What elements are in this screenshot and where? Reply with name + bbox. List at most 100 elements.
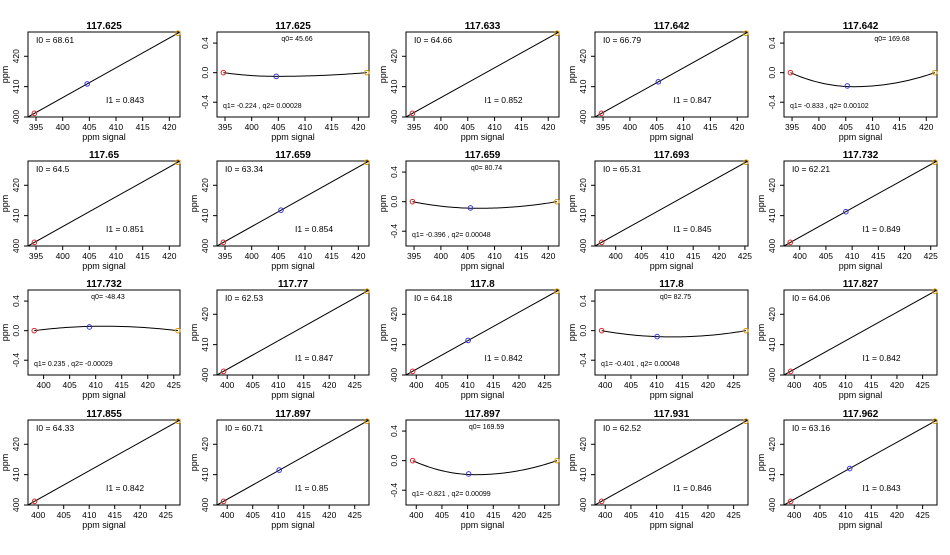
y-tick-label: -0.4 (389, 224, 399, 239)
fit-line (28, 161, 180, 246)
x-tick-label: 410 (660, 251, 674, 261)
y-tick-label: 0.0 (200, 66, 210, 78)
x-tick-label: 400 (787, 380, 801, 390)
x-tick-label: 395 (29, 122, 43, 132)
plot-frame (216, 289, 370, 376)
x-tick-label: 420 (730, 122, 744, 132)
y-tick-label: 400 (578, 498, 588, 512)
x-axis-label: ppm signal (82, 261, 126, 271)
panel-title: 117.693 (654, 150, 690, 161)
data-point-red (220, 239, 227, 246)
annotation-label: I0 = 64.33 (36, 423, 74, 433)
annotation-label: I0 = 64.66 (414, 35, 452, 45)
annotation-label: q1= -0.821 , q2= 0.00099 (412, 491, 491, 498)
plot-frame (783, 31, 938, 118)
x-tick-label: 405 (82, 251, 96, 261)
fit-curve (34, 325, 178, 332)
annotation-label: I1 = 0.842 (485, 353, 523, 363)
data-point-red (409, 457, 416, 464)
x-axis-label: ppm signal (461, 390, 505, 400)
data-point-blue (84, 81, 90, 87)
y-axis-label: ppm (378, 324, 388, 342)
x-tick-label: 410 (298, 251, 312, 261)
y-axis-label: ppm (189, 195, 199, 213)
x-tick-label: 415 (675, 510, 689, 520)
x-tick-label: 420 (322, 380, 336, 390)
annotation-label: I0 = 62.21 (792, 164, 830, 174)
x-tick-label: 415 (675, 380, 689, 390)
fit-line (217, 161, 369, 246)
data-point-red (598, 110, 605, 117)
x-axis-label: ppm signal (650, 132, 694, 142)
x-tick-label: 405 (461, 122, 475, 132)
annotation-label: I1 = 0.843 (106, 95, 144, 105)
y-tick-label: 410 (200, 337, 210, 351)
data-point-blue (465, 337, 471, 344)
data-point-blue (655, 78, 662, 85)
data-point-blue (467, 205, 474, 211)
y-tick-label: 410 (767, 467, 777, 481)
x-tick-label: 415 (864, 380, 878, 390)
y-tick-label: 400 (11, 239, 21, 253)
x-axis-label: ppm signal (82, 132, 126, 142)
x-tick-label: 415 (115, 380, 129, 390)
x-tick-label: 425 (924, 251, 938, 261)
y-tick-label: 410 (11, 208, 21, 222)
x-tick-label: 405 (813, 510, 827, 520)
panel-19: 117.931 400 405 410 415 420 425 ppm signal 400 41… (567, 409, 749, 530)
annotation-label: q1= -0.224 , q2= 0.00028 (223, 103, 302, 110)
x-tick-label: 425 (348, 510, 362, 520)
x-tick-label: 395 (218, 122, 232, 132)
annotation-label: I0 = 65.31 (603, 164, 641, 174)
y-tick-label: 400 (11, 110, 21, 124)
x-tick-label: 400 (812, 122, 826, 132)
x-tick-label: 400 (598, 380, 612, 390)
y-tick-label: 400 (11, 498, 21, 512)
y-tick-label: -0.4 (11, 353, 21, 368)
x-tick-label: 425 (727, 510, 741, 520)
x-axis-label: ppm signal (839, 261, 883, 271)
x-tick-label: 415 (703, 122, 717, 132)
x-tick-label: 400 (56, 122, 70, 132)
annotation-label: I0 = 60.71 (225, 423, 263, 433)
x-tick-label: 410 (461, 510, 475, 520)
y-tick-label: 420 (389, 49, 399, 63)
annotation-label: I1 = 0.842 (863, 353, 901, 363)
y-tick-label: -0.4 (389, 483, 399, 498)
data-point-blue (86, 324, 93, 330)
x-tick-label: 420 (322, 510, 336, 520)
plot-frame (27, 160, 181, 247)
x-tick-label: 420 (541, 122, 555, 132)
y-tick-label: 400 (200, 498, 210, 512)
annotation-label: I1 = 0.847 (674, 95, 712, 105)
annotation-label: I1 = 0.849 (863, 224, 901, 234)
x-tick-label: 420 (712, 251, 726, 261)
x-tick-label: 405 (650, 122, 664, 132)
x-tick-label: 415 (514, 251, 528, 261)
annotation-label: I1 = 0.845 (674, 224, 712, 234)
x-tick-label: 405 (839, 122, 853, 132)
data-point-red (787, 368, 794, 375)
panel-14: 117.8 400 405 410 415 420 425 ppm signal -0.4 0.0… (567, 279, 749, 400)
data-point-red (31, 498, 38, 505)
panel-6: 117.65 395 400 405 410 415 420 ppm signal 400 410… (0, 150, 181, 271)
x-tick-label: 400 (245, 122, 259, 132)
x-tick-label: 400 (56, 251, 70, 261)
annotation-label: I1 = 0.852 (485, 95, 523, 105)
data-point-orange (932, 418, 938, 425)
panel-7: 117.659 395 400 405 410 415 420 ppm signal 400 41… (189, 150, 370, 271)
fit-line (217, 420, 369, 505)
panel-title: 117.962 (843, 409, 879, 420)
x-tick-label: 405 (271, 251, 285, 261)
data-point-blue (278, 207, 284, 213)
x-tick-label: 415 (297, 510, 311, 520)
panel-1: 117.625 395 400 405 410 415 420 ppm signal 400 41… (0, 21, 181, 142)
x-tick-label: 410 (82, 510, 96, 520)
x-tick-label: 425 (167, 380, 181, 390)
annotation-label: q1= -0.396 , q2= 0.00048 (412, 232, 491, 239)
annotation-label: q0= -48.43 (91, 294, 125, 301)
data-point-red (409, 198, 416, 205)
plot-frame (594, 31, 749, 118)
panel-title: 117.625 (86, 21, 122, 32)
